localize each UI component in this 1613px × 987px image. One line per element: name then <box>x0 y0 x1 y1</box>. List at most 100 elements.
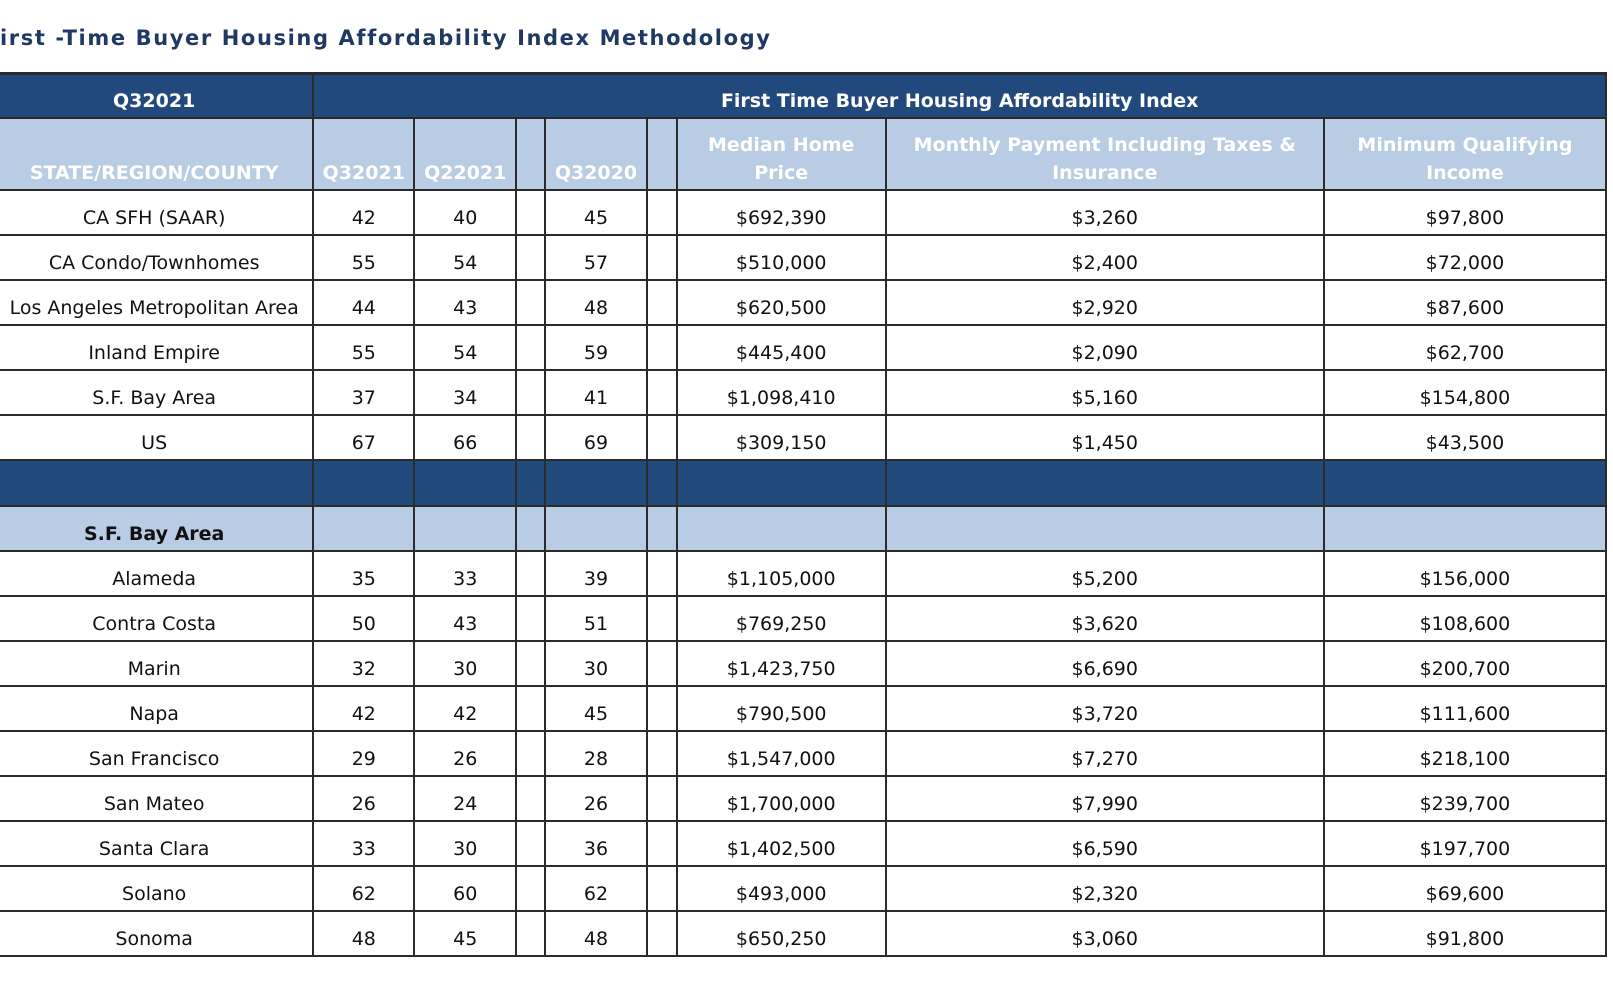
band-cell <box>675 459 887 507</box>
table-cell: $3,260 <box>884 189 1325 236</box>
table-cell <box>515 730 546 777</box>
table-cell: 51 <box>544 595 648 642</box>
section-label: S.F. Bay Area <box>0 505 315 552</box>
table-cell: 62 <box>312 865 416 912</box>
table-cell: 24 <box>413 775 518 822</box>
table-cell <box>645 279 678 326</box>
table-cell: $493,000 <box>675 865 887 912</box>
table-cell: $2,920 <box>884 279 1325 326</box>
table-cell: $111,600 <box>1322 685 1608 732</box>
table-cell: $7,990 <box>884 775 1325 822</box>
table-cell <box>515 414 546 461</box>
table-row <box>0 459 1608 507</box>
table-cell: $3,060 <box>884 910 1325 957</box>
table-cell: 55 <box>312 324 416 371</box>
table-cell <box>645 865 678 912</box>
table-cell <box>515 775 546 822</box>
table-cell: 42 <box>413 685 518 732</box>
table-cell: 54 <box>413 234 518 281</box>
table-cell <box>515 910 546 957</box>
table-cell: $7,270 <box>884 730 1325 777</box>
table-cell: $108,600 <box>1322 595 1608 642</box>
table-cell: 30 <box>413 640 518 687</box>
column-header: Q32021 <box>312 117 416 191</box>
table-cell: $3,720 <box>884 685 1325 732</box>
table-cell: 33 <box>413 550 518 597</box>
table-cell: 34 <box>413 369 518 416</box>
section-label <box>312 505 416 552</box>
column-header <box>645 117 678 191</box>
table-cell: 36 <box>544 820 648 867</box>
table-cell: $1,450 <box>884 414 1325 461</box>
table-cell: 48 <box>312 910 416 957</box>
table-cell: $43,500 <box>1322 414 1608 461</box>
table-cell: Inland Empire <box>0 324 315 371</box>
table-cell: $790,500 <box>675 685 887 732</box>
table-cell: 54 <box>413 324 518 371</box>
table-cell: 48 <box>544 910 648 957</box>
table-cell: 41 <box>544 369 648 416</box>
table-cell: 26 <box>413 730 518 777</box>
table-cell: CA SFH (SAAR) <box>0 189 315 236</box>
table-cell: 26 <box>312 775 416 822</box>
column-header: Minimum Qualifying Income <box>1322 117 1608 191</box>
table-cell: $91,800 <box>1322 910 1608 957</box>
table-cell: 33 <box>312 820 416 867</box>
table-cell <box>645 234 678 281</box>
table-cell: $620,500 <box>675 279 887 326</box>
table-cell <box>515 595 546 642</box>
table-cell: $1,423,750 <box>675 640 887 687</box>
band-cell <box>515 459 546 507</box>
table-cell: 26 <box>544 775 648 822</box>
table-row: S.F. Bay Area 37 34 41 $1,098,410 $5,160 $154,… <box>0 369 1608 416</box>
table-cell <box>645 910 678 957</box>
table-cell <box>645 369 678 416</box>
table-cell: San Mateo <box>0 775 315 822</box>
table-cell <box>515 550 546 597</box>
table-row: San Francisco 29 26 28 $1,547,000 $7,270 $218,… <box>0 730 1608 777</box>
table-cell: $1,402,500 <box>675 820 887 867</box>
table-cell: $769,250 <box>675 595 887 642</box>
table-cell: 45 <box>544 685 648 732</box>
column-header: Q32020 <box>544 117 648 191</box>
group-header: Q32021 <box>0 72 315 119</box>
table-cell: 42 <box>312 189 416 236</box>
table-cell: $197,700 <box>1322 820 1608 867</box>
table-cell: 45 <box>413 910 518 957</box>
section-label <box>544 505 648 552</box>
table-cell: $62,700 <box>1322 324 1608 371</box>
band-cell <box>544 459 648 507</box>
table-cell: $6,690 <box>884 640 1325 687</box>
table-row: CA Condo/Townhomes 55 54 57 $510,000 $2,400 $7… <box>0 234 1608 281</box>
table-cell: 69 <box>544 414 648 461</box>
table-cell: $309,150 <box>675 414 887 461</box>
table-cell <box>645 595 678 642</box>
table-cell: $1,547,000 <box>675 730 887 777</box>
column-header: Median Home Price <box>675 117 887 191</box>
table-cell: $239,700 <box>1322 775 1608 822</box>
table-cell <box>645 685 678 732</box>
table-cell: 48 <box>544 279 648 326</box>
column-header <box>515 117 546 191</box>
table-cell <box>645 820 678 867</box>
table-cell: Sonoma <box>0 910 315 957</box>
table-cell <box>645 550 678 597</box>
table-cell: 66 <box>413 414 518 461</box>
table-cell: Napa <box>0 685 315 732</box>
table-cell: 50 <box>312 595 416 642</box>
table-row: Contra Costa 50 43 51 $769,250 $3,620 $108,600 <box>0 595 1608 642</box>
table-cell: Santa Clara <box>0 820 315 867</box>
table-cell: S.F. Bay Area <box>0 369 315 416</box>
table-cell: 57 <box>544 234 648 281</box>
table-row: STATE/REGION/COUNTY Q32021 Q22021 Q32020 Med… <box>0 117 1608 191</box>
section-label <box>1322 505 1608 552</box>
table-cell: Solano <box>0 865 315 912</box>
table-cell: 37 <box>312 369 416 416</box>
table-cell: Los Angeles Metropolitan Area <box>0 279 315 326</box>
table-cell <box>645 640 678 687</box>
table-cell: 32 <box>312 640 416 687</box>
table-cell: Alameda <box>0 550 315 597</box>
table-cell: $154,800 <box>1322 369 1608 416</box>
band-cell <box>884 459 1325 507</box>
table-cell: $2,400 <box>884 234 1325 281</box>
